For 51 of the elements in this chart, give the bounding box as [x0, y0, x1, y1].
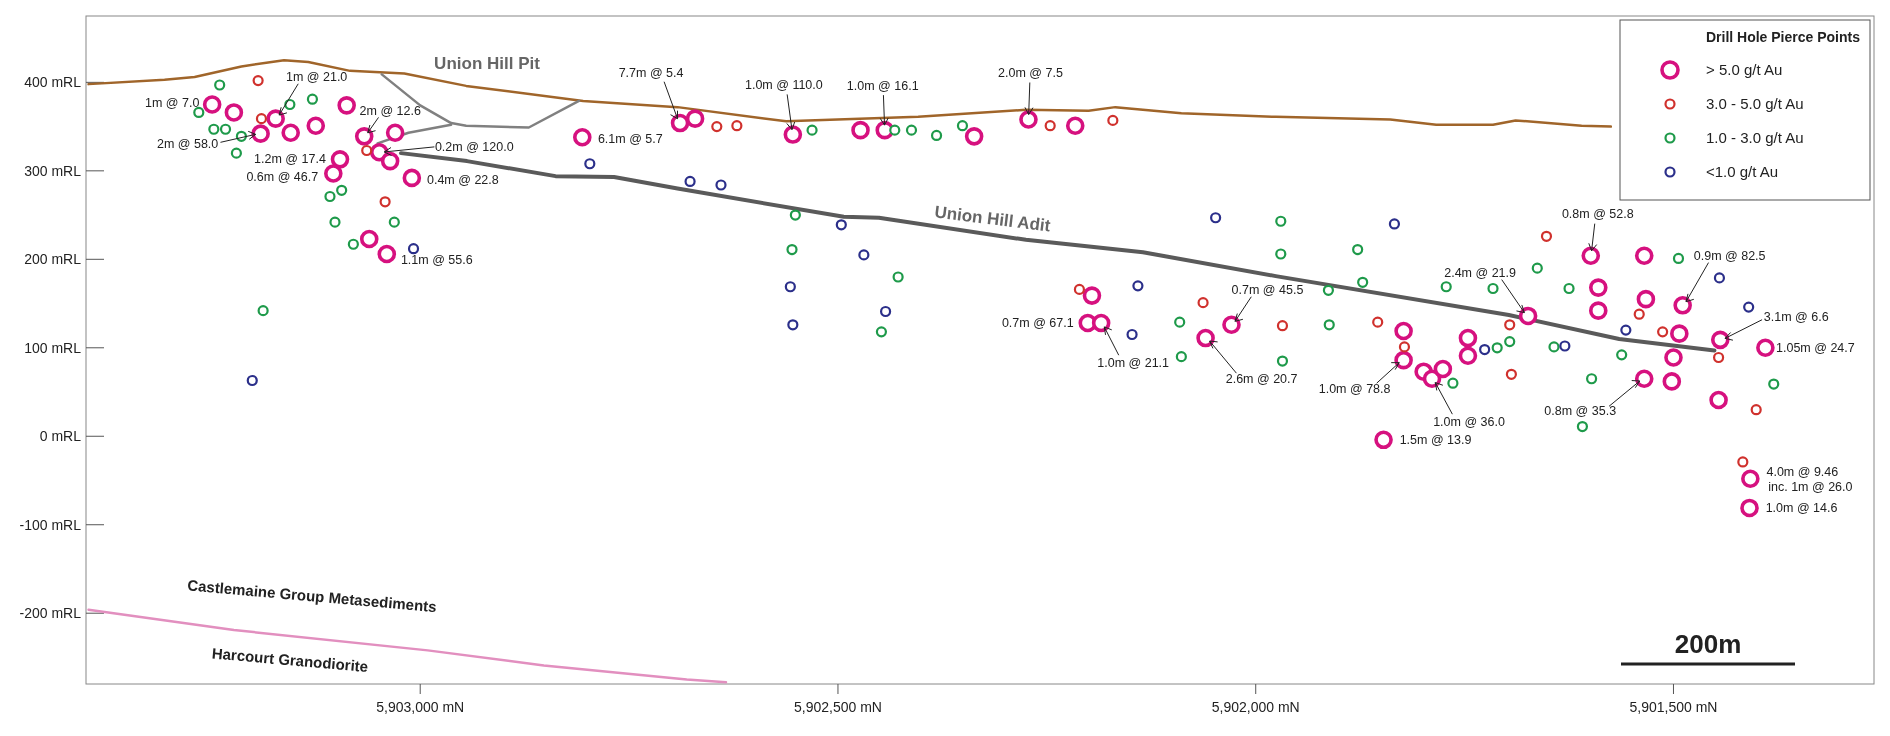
annotation: 200m	[1674, 629, 1742, 660]
annotation: 1.05m @ 24.7	[1776, 341, 1855, 356]
annotation: 2.6m @ 20.7	[1225, 372, 1298, 387]
annotation: 0.2m @ 120.0	[434, 139, 514, 154]
annotation: 1.5m @ 13.9	[1399, 433, 1472, 448]
annotation: 1.0m @ 110.0	[744, 77, 823, 92]
legend-label: 3.0 - 5.0 g/t Au	[1706, 95, 1804, 113]
y-tick-label: 300 mRL	[24, 162, 82, 179]
annotation: 4.0m @ 9.46	[1766, 465, 1839, 480]
y-tick-label: -200 mRL	[19, 605, 82, 622]
annotation: 0.4m @ 22.8	[426, 173, 499, 188]
annotation: 2m @ 58.0	[156, 137, 219, 152]
annotation: 0.6m @ 46.7	[246, 169, 319, 184]
x-tick-label: 5,903,000 mN	[376, 699, 465, 715]
annotation: Union Hill Adit	[933, 202, 1052, 236]
annotation: 0.7m @ 67.1	[1001, 316, 1074, 331]
annotation: 0.7m @ 45.5	[1231, 283, 1304, 298]
annotation: 2m @ 12.6	[359, 103, 421, 118]
annotation: 1.0m @ 36.0	[1433, 415, 1505, 430]
y-tick-label: 200 mRL	[24, 251, 82, 268]
annotation: Union Hill Pit	[434, 53, 541, 73]
annotation: 1.0m @ 21.1	[1097, 356, 1170, 371]
annotation: Castlemaine Group Metasediments	[186, 576, 438, 616]
annotation: 1.0m @ 14.6	[1765, 501, 1838, 516]
x-tick-label: 5,902,500 mN	[793, 699, 882, 715]
annotation: Harcourt Granodiorite	[211, 644, 369, 676]
x-tick-label: 5,902,000 mN	[1211, 699, 1300, 715]
legend-label: > 5.0 g/t Au	[1706, 61, 1783, 79]
annotation: 2.0m @ 7.5	[998, 65, 1063, 80]
annotation: 0.8m @ 35.3	[1544, 404, 1617, 419]
legend-label: 1.0 - 3.0 g/t Au	[1706, 129, 1804, 147]
y-tick-label: 0 mRL	[39, 428, 82, 445]
x-tick-label: 5,901,500 mN	[1629, 699, 1718, 715]
annotation: 2.4m @ 21.9	[1444, 266, 1517, 281]
annotation: inc. 1m @ 26.0	[1768, 480, 1853, 495]
annotation: 1.2m @ 17.4	[254, 151, 326, 166]
annotation: 6.1m @ 5.7	[597, 131, 663, 146]
annotation: 1m @ 21.0	[286, 70, 348, 85]
annotation: 1.1m @ 55.6	[400, 253, 473, 268]
annotation: 1m @ 7.0	[144, 95, 200, 110]
legend-label: <1.0 g/t Au	[1706, 163, 1779, 181]
y-tick-label: 400 mRL	[24, 74, 82, 91]
annotation: 0.8m @ 52.8	[1561, 207, 1634, 222]
y-tick-label: 100 mRL	[24, 339, 82, 356]
annotation: 3.1m @ 6.6	[1763, 310, 1829, 325]
legend-title: Drill Hole Pierce Points	[1705, 29, 1861, 45]
annotation: 1.0m @ 16.1	[846, 78, 919, 93]
y-tick-label: -100 mRL	[19, 516, 82, 533]
annotation: 1.0m @ 78.8	[1318, 381, 1391, 396]
annotation: 0.9m @ 82.5	[1693, 248, 1766, 263]
annotation: 7.7m @ 5.4	[618, 66, 684, 81]
